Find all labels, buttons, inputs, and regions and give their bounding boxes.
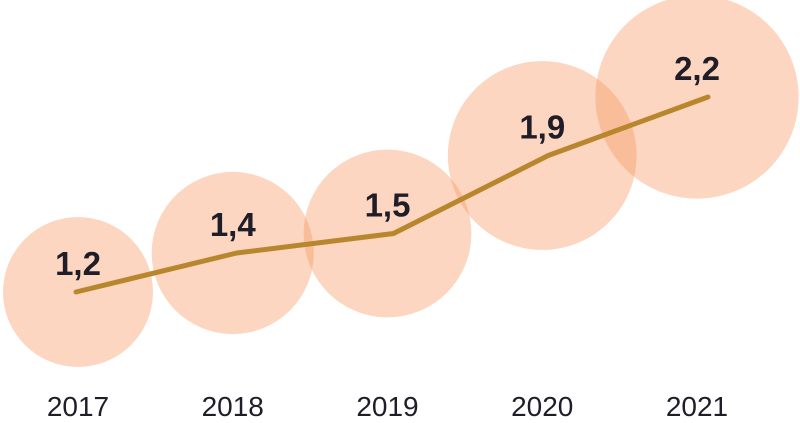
x-axis-label-2019: 2019 (356, 391, 418, 422)
line-layer (73, 94, 711, 295)
x-axis-layer: 2017 2018 2019 2020 2021 (47, 391, 728, 422)
value-label-2017: 1,2 (55, 245, 101, 282)
bubble-2020 (447, 61, 637, 250)
value-label-2019: 1,5 (365, 187, 411, 224)
x-axis-label-2021: 2021 (666, 391, 728, 422)
x-axis-label-2020: 2020 (511, 391, 573, 422)
x-axis-label-2018: 2018 (202, 391, 264, 422)
bubbles-layer (3, 0, 799, 367)
x-axis-label-2017: 2017 (47, 391, 109, 422)
value-label-2021: 2,2 (674, 50, 720, 87)
value-label-2018: 1,4 (210, 206, 257, 243)
trend-line (73, 94, 711, 295)
value-label-2020: 1,9 (519, 109, 565, 146)
labels-layer: 1,2 1,4 1,5 1,9 2,2 (55, 50, 720, 282)
